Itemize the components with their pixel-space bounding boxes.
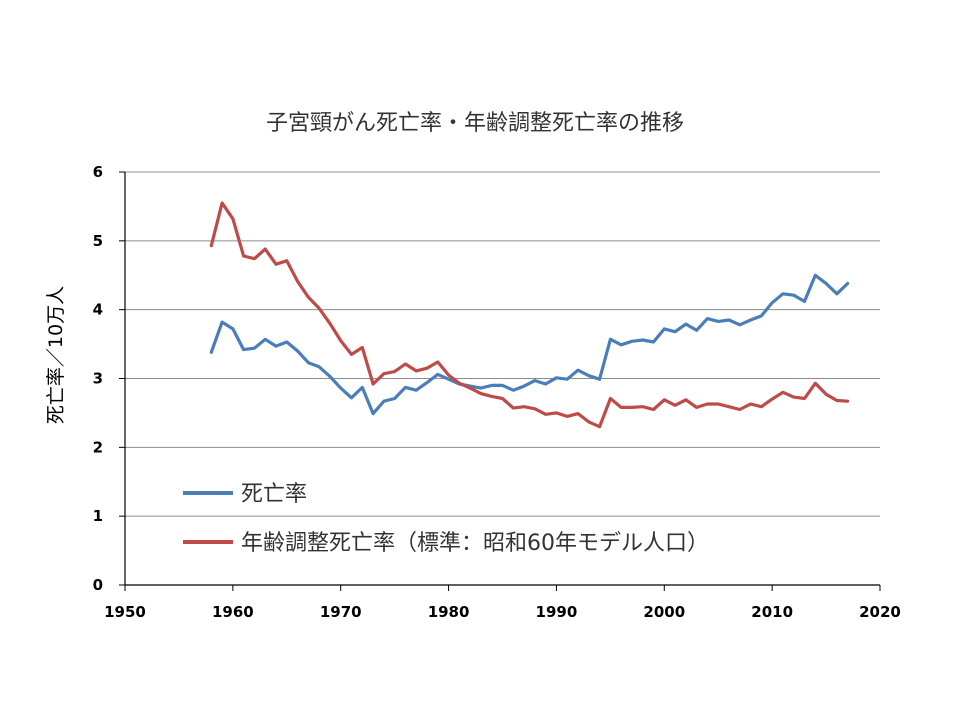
chart-title: 子宮頸がん死亡率・年齢調整死亡率の推移 bbox=[266, 111, 684, 136]
y-tick-label: 1 bbox=[93, 507, 103, 525]
y-tick-label: 3 bbox=[93, 370, 103, 388]
x-tick-label: 1950 bbox=[104, 603, 146, 621]
y-tick-label: 5 bbox=[93, 232, 103, 250]
series-lines bbox=[209, 201, 850, 429]
series-line-2 bbox=[209, 201, 850, 429]
y-tick-labels: 0 1 2 3 4 5 6 bbox=[93, 163, 103, 594]
legend: 死亡率 年齢調整死亡率（標準：昭和60年モデル人口） bbox=[183, 482, 709, 556]
x-tick-label: 2010 bbox=[751, 603, 793, 621]
y-tick-label: 2 bbox=[93, 438, 103, 456]
x-tick-label: 1990 bbox=[536, 603, 578, 621]
x-tick-label: 2000 bbox=[643, 603, 685, 621]
x-tick-label: 1970 bbox=[320, 603, 362, 621]
y-axis-label: 死亡率／10万人 bbox=[45, 286, 67, 424]
axes bbox=[119, 171, 881, 591]
y-tick-label: 0 bbox=[93, 576, 103, 594]
legend-label-series-2: 年齢調整死亡率（標準：昭和60年モデル人口） bbox=[241, 531, 709, 556]
x-tick-labels: 1950 1960 1970 1980 1990 2000 2010 2020 bbox=[104, 603, 901, 621]
series-line-1 bbox=[209, 273, 850, 416]
gridlines bbox=[125, 171, 880, 517]
legend-label-series-1: 死亡率 bbox=[241, 482, 307, 507]
x-tick-label: 1980 bbox=[428, 603, 470, 621]
x-tick-label: 1960 bbox=[212, 603, 254, 621]
x-tick-label: 2020 bbox=[859, 603, 901, 621]
y-tick-label: 4 bbox=[93, 301, 103, 319]
y-tick-label: 6 bbox=[93, 163, 103, 181]
